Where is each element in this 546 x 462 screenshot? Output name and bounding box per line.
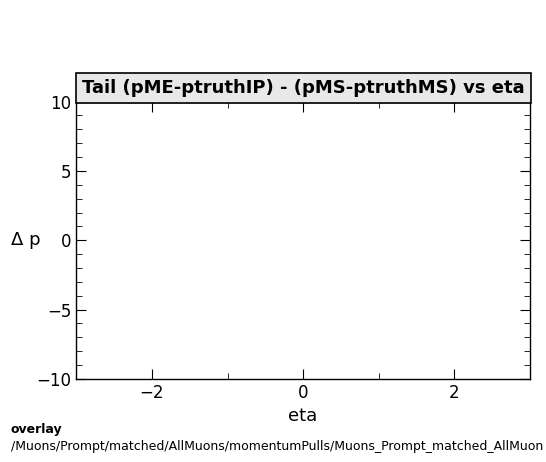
Y-axis label: Δ p: Δ p bbox=[11, 231, 40, 249]
Text: Tail (pME-ptruthIP) - (pMS-ptruthMS) vs eta: Tail (pME-ptruthIP) - (pMS-ptruthMS) vs … bbox=[82, 79, 525, 97]
Text: overlay: overlay bbox=[11, 423, 63, 436]
Text: /Muons/Prompt/matched/AllMuons/momentumPulls/Muons_Prompt_matched_AllMuon: /Muons/Prompt/matched/AllMuons/momentumP… bbox=[11, 440, 543, 453]
X-axis label: eta: eta bbox=[288, 407, 318, 425]
